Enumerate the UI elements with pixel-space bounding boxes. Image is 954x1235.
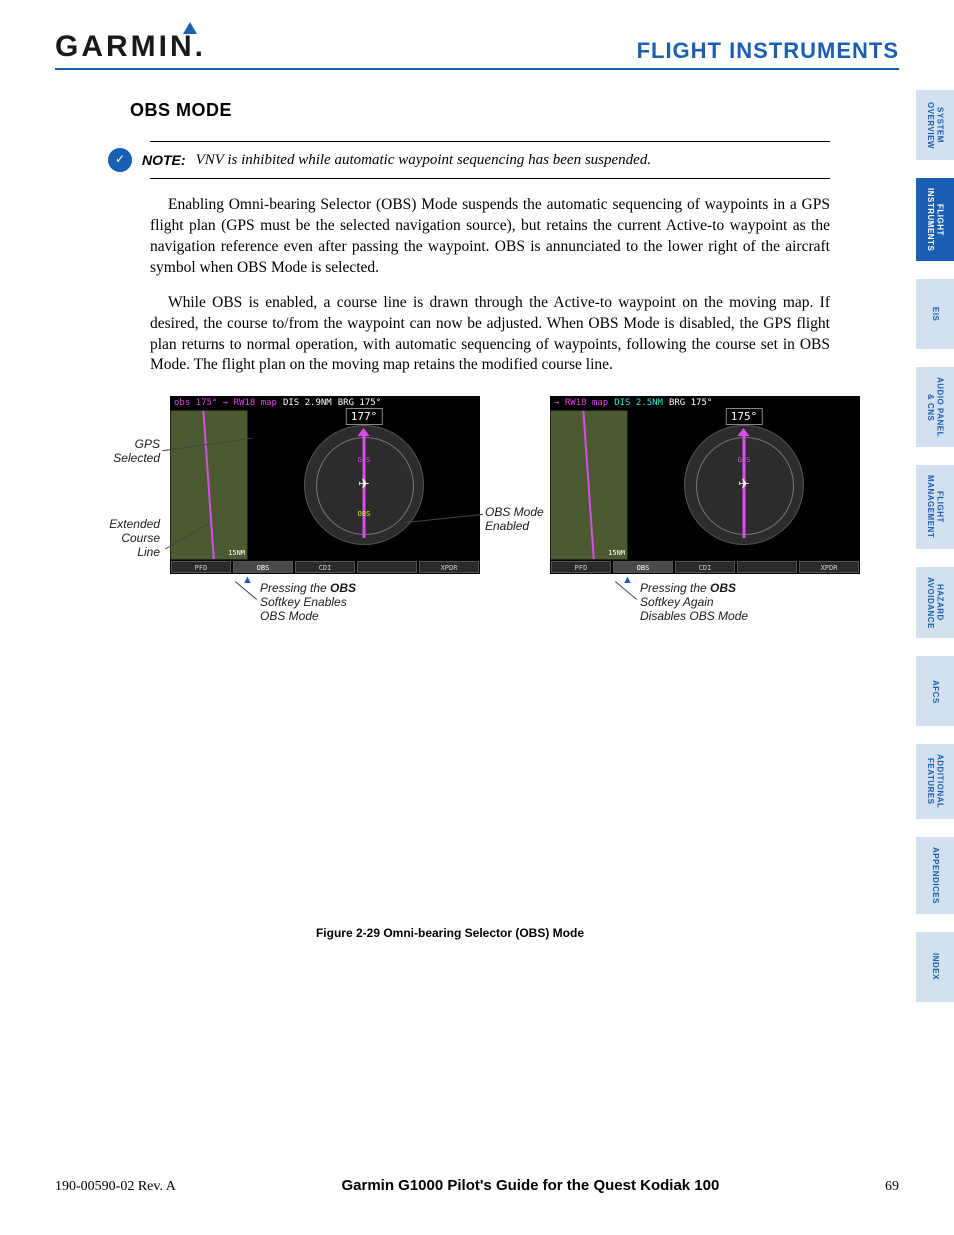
mini-map-right: 15NM <box>550 410 628 560</box>
compass-rose: ✈ GPS OBS <box>304 425 424 545</box>
fig-right-topbar: → RW18 map DIS 2.5NM BRG 175° <box>550 396 860 410</box>
softkey-xpdr[interactable]: XPDR <box>799 561 859 573</box>
content-area: OBS MODE NOTE: VNV is inhibited while au… <box>0 70 900 940</box>
paragraph-2: While OBS is enabled, a course line is d… <box>150 293 830 377</box>
footer-title: Garmin G1000 Pilot's Guide for the Quest… <box>341 1177 719 1194</box>
footer-pagenum: 69 <box>885 1179 899 1195</box>
tab-hazard-avoidance[interactable]: HAZARDAVOIDANCE <box>916 567 954 639</box>
callout-press-obs-left: Pressing the OBSSoftkey EnablesOBS Mode <box>260 582 410 623</box>
topbar-brg: BRG 175° <box>669 398 712 408</box>
tab-appendices[interactable]: APPENDICES <box>916 837 954 914</box>
footer-docnum: 190-00590-02 Rev. A <box>55 1179 176 1195</box>
note-icon <box>108 148 132 172</box>
side-tabs: SYSTEMOVERVIEW FLIGHTINSTRUMENTS EIS AUD… <box>916 90 954 1002</box>
heading-box: 175° <box>726 408 763 425</box>
figure-caption: Figure 2-29 Omni-bearing Selector (OBS) … <box>70 926 830 940</box>
figure-right-panel: → RW18 map DIS 2.5NM BRG 175° 15NM 175° … <box>550 396 860 574</box>
topbar-dis: DIS 2.9NM <box>283 398 332 408</box>
topbar-nav: obs 175° → RW18 map <box>174 398 277 408</box>
softkey-blank[interactable] <box>737 561 797 573</box>
softkey-blank[interactable] <box>357 561 417 573</box>
callout-press-obs-right: Pressing the OBSSoftkey AgainDisables OB… <box>640 582 810 623</box>
figure-2-29: obs 175° → RW18 map DIS 2.9NM BRG 175° 1… <box>150 396 830 656</box>
hsi-right: 175° ✈ GPS <box>628 410 860 560</box>
garmin-logo: GARMIN. <box>55 30 206 64</box>
softkey-xpdr[interactable]: XPDR <box>419 561 479 573</box>
obs-annun: OBS <box>358 510 371 518</box>
tab-index[interactable]: INDEX <box>916 932 954 1002</box>
hsi-left: 177° ✈ GPS OBS <box>248 410 480 560</box>
map-range: 15NM <box>228 549 245 557</box>
note-block: NOTE: VNV is inhibited while automatic w… <box>150 141 830 179</box>
figure-left-panel: obs 175° → RW18 map DIS 2.9NM BRG 175° 1… <box>170 396 480 574</box>
page: GARMIN. FLIGHT INSTRUMENTS SYSTEMOVERVIE… <box>0 0 954 1235</box>
chapter-title: FLIGHT INSTRUMENTS <box>637 38 899 64</box>
logo-text: GARMIN <box>55 30 195 63</box>
map-range: 15NM <box>608 549 625 557</box>
softkey-cdi[interactable]: CDI <box>295 561 355 573</box>
fig-left-main: 15NM 177° ✈ GPS OBS <box>170 410 480 560</box>
softkey-cdi[interactable]: CDI <box>675 561 735 573</box>
callout-gps-selected: GPSSelected <box>80 438 160 466</box>
note-text: VNV is inhibited while automatic waypoin… <box>196 152 652 169</box>
softkey-pfd[interactable]: PFD <box>551 561 611 573</box>
aircraft-icon: ✈ <box>358 477 370 494</box>
tab-flight-management[interactable]: FLIGHTMANAGEMENT <box>916 465 954 548</box>
page-header: GARMIN. FLIGHT INSTRUMENTS <box>0 0 954 64</box>
aircraft-icon: ✈ <box>738 477 750 494</box>
fig-right-main: 15NM 175° ✈ GPS <box>550 410 860 560</box>
section-heading: OBS MODE <box>130 100 830 121</box>
tab-eis[interactable]: EIS <box>916 279 954 349</box>
callout-extended-course: ExtendedCourseLine <box>80 518 160 559</box>
tab-additional-features[interactable]: ADDITIONALFEATURES <box>916 744 954 818</box>
topbar-nav: → RW18 map <box>554 398 608 408</box>
heading-box: 177° <box>346 408 383 425</box>
gps-annun: GPS <box>358 456 371 464</box>
page-footer: 190-00590-02 Rev. A Garmin G1000 Pilot's… <box>55 1177 899 1195</box>
fig-left-topbar: obs 175° → RW18 map DIS 2.9NM BRG 175° <box>170 396 480 410</box>
topbar-brg: BRG 175° <box>338 398 381 408</box>
softkey-pfd[interactable]: PFD <box>171 561 231 573</box>
softkey-arrow-icon: ▲ <box>622 574 633 586</box>
tab-audio-cns[interactable]: AUDIO PANEL& CNS <box>916 367 954 447</box>
softkey-arrow-icon: ▲ <box>242 574 253 586</box>
logo-triangle-icon <box>183 22 197 34</box>
tab-flight-instruments[interactable]: FLIGHTINSTRUMENTS <box>916 178 954 261</box>
callout-obs-enabled: OBS ModeEnabled <box>485 506 565 534</box>
softkey-row-right: PFD OBS CDI XPDR <box>550 560 860 574</box>
paragraph-1: Enabling Omni-bearing Selector (OBS) Mod… <box>150 195 830 279</box>
softkey-row-left: PFD OBS CDI XPDR <box>170 560 480 574</box>
softkey-obs[interactable]: OBS <box>233 561 293 573</box>
compass-rose: ✈ GPS <box>684 425 804 545</box>
note-label: NOTE: <box>142 152 186 168</box>
tab-afcs[interactable]: AFCS <box>916 656 954 726</box>
topbar-dis: DIS 2.5NM <box>614 398 663 408</box>
tab-system-overview[interactable]: SYSTEMOVERVIEW <box>916 90 954 160</box>
softkey-obs[interactable]: OBS <box>613 561 673 573</box>
gps-annun: GPS <box>738 456 751 464</box>
